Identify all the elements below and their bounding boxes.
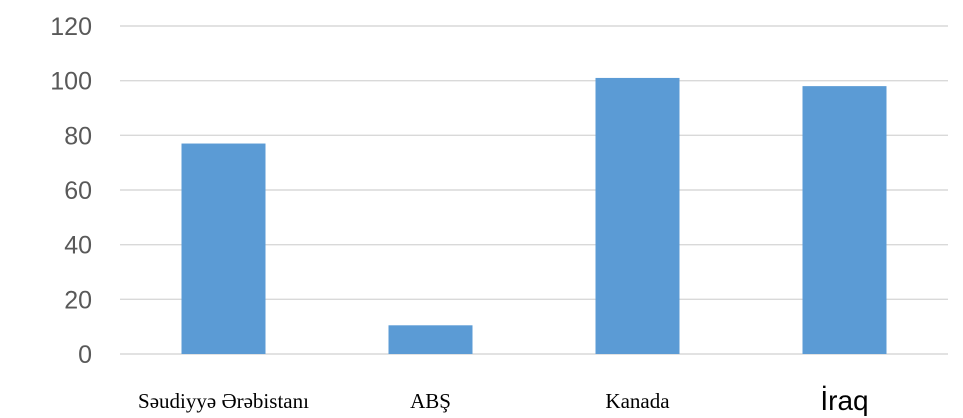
- y-tick-label-100: 100: [50, 68, 92, 96]
- bar-3: [595, 77, 680, 354]
- y-tick-label-40: 40: [64, 232, 92, 260]
- x-tick-label-3: Kanada: [605, 389, 670, 413]
- x-tick-label-1: Səudiyyə Ərəbistanı: [138, 389, 309, 413]
- y-tick-label-60: 60: [64, 177, 92, 205]
- x-tick-label-2: ABŞ: [410, 389, 451, 413]
- y-axis-tick-labels: 0 20 40 60 80 100 120: [50, 13, 92, 369]
- bars: [181, 77, 887, 354]
- x-axis-tick-labels: Səudiyyə Ərəbistanı ABŞ Kanada İraq: [138, 385, 869, 416]
- y-tick-label-20: 20: [64, 286, 92, 314]
- x-tick-label-4: İraq: [820, 385, 868, 416]
- y-tick-label-80: 80: [64, 122, 92, 150]
- bar-1: [181, 143, 266, 354]
- bar-4: [802, 86, 887, 354]
- y-tick-label-0: 0: [78, 341, 92, 369]
- bar-2: [388, 325, 473, 354]
- y-tick-label-120: 120: [50, 13, 92, 41]
